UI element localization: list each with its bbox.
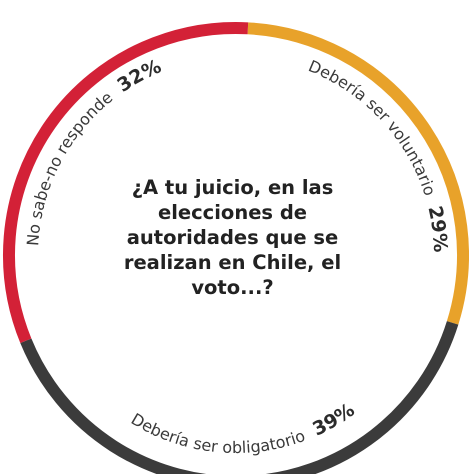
- donut-slice: [20, 321, 459, 474]
- donut-slice: [3, 22, 249, 344]
- donut-slice: [247, 22, 469, 325]
- chart-title: ¿A tu juicio, en las elecciones de autor…: [123, 176, 342, 299]
- slice-label-obligatorio: Debería ser obligatorio 39%: [128, 399, 359, 457]
